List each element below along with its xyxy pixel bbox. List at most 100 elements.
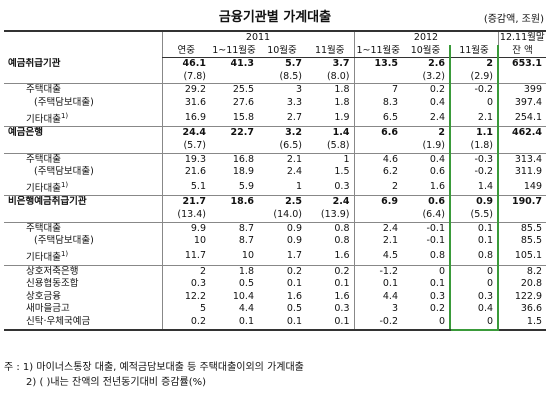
growth-row: (7.8) (8.5) (8.0) (3.2) (2.9)	[4, 70, 547, 84]
value-cell: 6.5	[353, 109, 402, 127]
row-label: 주택대출	[4, 221, 162, 236]
value-cell: 1.4	[306, 126, 354, 140]
row-label	[4, 71, 162, 84]
item-row: 신탁·우체국예금 0.2 0.1 0.1 0.1 -0.2 0 0 1.5	[4, 315, 547, 331]
value-cell: 5.1	[161, 178, 210, 196]
item-row: 주택대출 9.9 8.7 0.9 0.8 2.4 -0.1 0.1 85.5	[4, 221, 547, 236]
row-label: 새마을금고	[4, 303, 162, 316]
value-cell: -0.2	[353, 315, 402, 331]
value-cell: 13.5	[353, 57, 402, 71]
group-row: 예금은행 24.4 22.7 3.2 1.4 6.6 2 1.1 462.4	[4, 126, 547, 140]
value-cell: 399	[497, 83, 547, 97]
unit: (증감액, 조원)	[483, 14, 544, 25]
value-cell: 0.1	[258, 315, 306, 331]
note-text: 마이너스통장 대출, 예적금담보대출 등 주택대출이외의 가계대출	[36, 362, 304, 373]
value-cell: 105.1	[497, 247, 547, 266]
value-cell: 10	[161, 235, 210, 248]
value-cell: 0.9	[258, 221, 306, 236]
value-cell: 5.7	[285, 58, 302, 70]
value-cell: 41.3	[230, 58, 254, 70]
header-row: 2011 2012 12.11월말	[4, 30, 547, 58]
value-cell: 18.9	[232, 166, 254, 178]
table-body: 예금취급기관 46.1 41.3 5.7 3.7 13.5 2.6 2 653.1 (7.8) (8…	[4, 57, 547, 331]
growth-cell: (6.5)	[279, 139, 302, 151]
value-cell: 3.2	[258, 126, 306, 140]
row-label: 상호저축은행	[4, 264, 162, 279]
value-cell: 0.8	[429, 249, 445, 261]
item-row: 주택대출 19.3 16.8 2.1 1 4.6 0.4 -0.3 313.4	[4, 152, 547, 167]
value-cell: -0.3	[448, 152, 500, 167]
label-note: 1)	[60, 111, 69, 120]
growth-cell	[497, 209, 547, 223]
column-header: 1~11월중	[353, 44, 402, 59]
label-text: 상호금융	[26, 290, 61, 302]
title: 금융기관별 가계대출	[218, 10, 332, 25]
growth-cell	[210, 209, 258, 222]
note-prefix: 주 : 1)	[4, 362, 34, 373]
value-cell: 0.3	[161, 278, 210, 291]
value-cell: 5.9	[238, 180, 254, 192]
value-cell: 0.8	[306, 221, 354, 236]
value-cell: 5	[161, 303, 210, 316]
value-cell: 0.2	[402, 83, 450, 97]
item-row: (주택담보대출) 10 8.7 0.9 0.8 2.1 -0.1 0.1 85.5	[4, 235, 547, 248]
value-cell: 2.1	[448, 109, 500, 127]
value-cell: 2.7	[286, 111, 302, 123]
label-text: 기타대출	[26, 113, 61, 125]
value-cell: 0.1	[353, 278, 402, 291]
label-text: 기타대출	[26, 182, 61, 194]
value-cell: 0	[448, 96, 500, 110]
item-row: 상호저축은행 2 1.8 0.2 0.2 -1.2 0 0 8.2	[4, 264, 547, 279]
item-row: 새마을금고 5 4.4 0.5 0.3 3 0.2 0.4 36.6	[4, 303, 547, 316]
value-cell: 311.9	[497, 166, 547, 179]
value-cell: 0.3	[448, 290, 500, 304]
growth-cell: (14.0)	[273, 209, 302, 221]
value-cell: 397.4	[497, 96, 547, 110]
row-label: 주택대출	[4, 152, 162, 167]
value-cell: 1.4	[448, 178, 500, 196]
value-cell: 4.4	[353, 290, 402, 304]
row-label: 기타대출1)	[4, 248, 162, 265]
value-cell: 25.5	[210, 83, 258, 97]
row-label: 기타대출1)	[4, 179, 162, 196]
value-cell: 1.9	[334, 111, 350, 123]
value-cell: 0.3	[334, 303, 350, 315]
value-cell: 0.1	[286, 278, 302, 290]
value-cell: 0.6	[429, 166, 445, 178]
value-cell: 3	[353, 303, 402, 316]
row-label: 예금취급기관	[4, 58, 162, 71]
item-row: 기타대출1) 16.9 15.8 2.7 1.9 6.5 2.4 2.1 254.1	[4, 109, 547, 127]
growth-row: (13.4) (14.0) (13.9) (6.4) (5.5)	[4, 209, 547, 223]
value-cell: -0.2	[448, 83, 500, 97]
footnote: 2) ( )내는 잔액의 전년동기대비 증감률(%)	[26, 377, 207, 388]
value-cell: 6.2	[353, 166, 402, 179]
loan-table: 2011 2012 12.11월말 연중 1~11월중 10월중 11월중 1~11월중 10월…	[4, 30, 547, 331]
value-cell: 2	[353, 178, 402, 196]
column-header: 1~11월중	[210, 44, 258, 59]
column-header: 연중	[161, 44, 210, 59]
label-text: 주택대출	[26, 153, 61, 165]
value-cell: 2	[161, 264, 210, 279]
value-cell: 15.8	[232, 111, 254, 123]
label-text: 예금은행	[8, 127, 43, 139]
growth-cell: (6.4)	[422, 209, 445, 221]
value-cell: 1.6	[334, 290, 350, 302]
header-row: 연중 1~11월중 10월중 11월중 1~11월중 10월중 11월중 잔 액	[4, 44, 547, 59]
group-row: 비은행예금취급기관 21.7 18.6 2.5 2.4 6.9 0.6 0.9 190.7	[4, 195, 547, 210]
column-header: 10월중	[402, 44, 450, 59]
value-cell: 1.5	[497, 315, 547, 331]
growth-cell	[353, 70, 402, 84]
growth-cell: (1.8)	[448, 139, 500, 153]
growth-cell	[353, 209, 402, 223]
value-cell: 2.1	[353, 235, 402, 248]
year-header: 2012	[353, 30, 499, 45]
growth-cell: (2.9)	[448, 70, 500, 84]
value-cell: 3.3	[286, 96, 302, 108]
value-cell: 0.9	[448, 195, 500, 210]
value-cell: 0.5	[238, 278, 254, 290]
growth-cell	[497, 139, 547, 153]
value-cell: 1.6	[429, 180, 445, 192]
value-cell: 0.1	[210, 315, 258, 331]
value-cell: 3.7	[332, 58, 350, 70]
value-cell: 0.2	[306, 264, 354, 279]
